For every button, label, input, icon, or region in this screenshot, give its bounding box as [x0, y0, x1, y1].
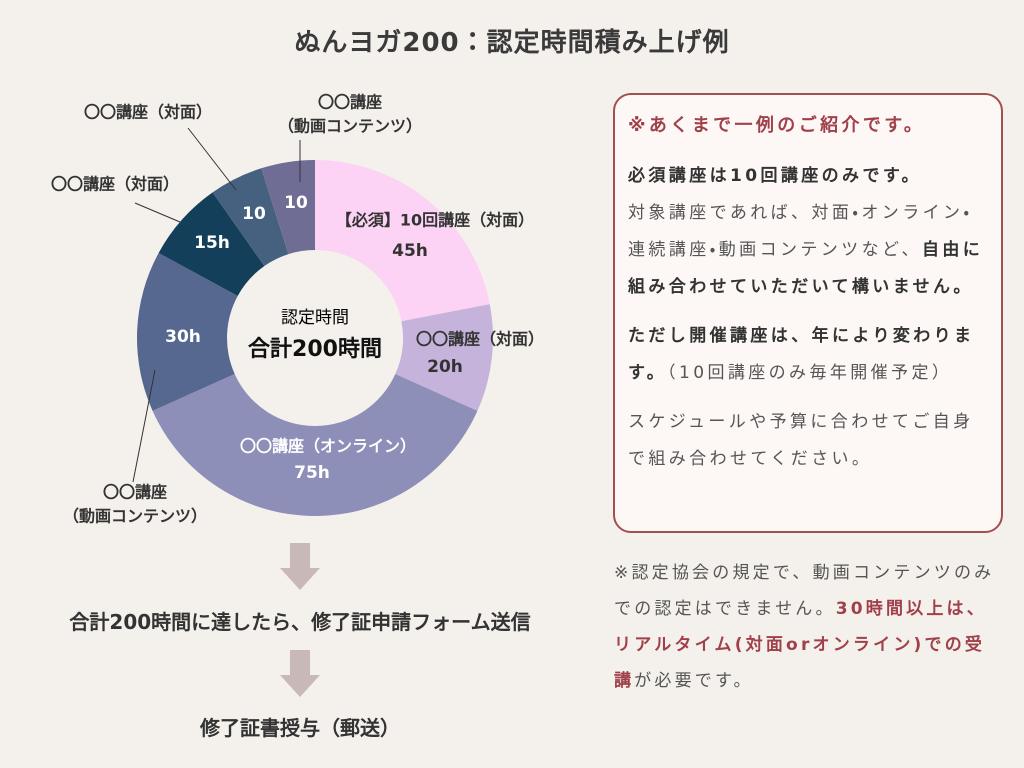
text-run: が必要です。: [634, 671, 754, 691]
notice-paragraph: ただし開催講座は、年により変わります。（10回講座のみ毎年開催予定）: [628, 318, 988, 392]
text-run: ※認定協会の規定で、動画コンテンツのみでの認定はできません。: [614, 563, 995, 619]
donut-segment: [212, 168, 289, 267]
flow-step: 修了証書授与（郵送）: [200, 716, 400, 740]
text-run: スケジュールや予算に合わせてご自身で組み合わせてください。: [628, 412, 974, 469]
flow-step: 合計200時間に達したら、修了証申請フォーム送信: [69, 610, 531, 634]
notice-paragraph: 必須講座は10回講座のみです。: [628, 158, 988, 195]
segment-label: 〇〇講座（オンライン）: [240, 437, 416, 456]
footnote: ※認定協会の規定で、動画コンテンツのみでの認定はできません。30時間以上は、リア…: [614, 555, 1004, 699]
notice-paragraph: スケジュールや予算に合わせてご自身で組み合わせてください。: [628, 404, 988, 478]
donut-segment: [315, 160, 490, 322]
segment-label: 〇〇講座（対面）: [51, 175, 179, 194]
donut-segment: [395, 304, 493, 411]
notice-box: ※あくまで一例のご紹介です。 必須講座は10回講座のみです。対象講座であれば、対…: [613, 93, 1003, 533]
text-run: 対象講座であれば、対面・オンライン・連続講座・動画コンテンツなど、: [628, 203, 973, 260]
donut-segment: [152, 373, 478, 516]
notice-paragraph: 対象講座であれば、対面・オンライン・連続講座・動画コンテンツなど、自由に組み合わ…: [628, 195, 988, 306]
notice-body: 必須講座は10回講座のみです。対象講座であれば、対面・オンライン・連続講座・動画…: [628, 158, 988, 478]
arrow: [280, 543, 320, 590]
value-label: 30h: [165, 327, 201, 347]
donut-segment: [136, 252, 238, 411]
text-run: 30時間以上は、リアルタイム(対面orオンライン)での受講: [614, 599, 987, 691]
donut-segment: [261, 160, 315, 255]
page-title: ぬんヨガ200：認定時間積み上げ例: [294, 28, 730, 58]
segment-label: 〇〇講座: [103, 483, 167, 502]
segment-label: 〇〇講座: [318, 93, 382, 112]
arrow: [280, 650, 320, 697]
text-run: ただし開催講座は、年により変わります。: [628, 326, 975, 383]
notice-heading: ※あくまで一例のご紹介です。: [628, 115, 926, 136]
value-label: 75h: [294, 463, 330, 483]
center-label: 認定時間: [281, 308, 349, 328]
text-run: （10回講座のみ毎年開催予定）: [667, 363, 953, 383]
text-run: 必須講座は10回講座のみです。: [628, 166, 922, 186]
segment-label: 〇〇講座（対面）: [416, 330, 544, 349]
value-label: 20h: [427, 357, 463, 377]
value-label: 45h: [392, 241, 428, 261]
center-total: 合計200時間: [248, 336, 382, 362]
value-label: 15h: [194, 233, 230, 253]
leader-line: [187, 127, 237, 191]
segment-label: 【必須】10回講座（対面）: [336, 211, 534, 230]
segment-label: （動画コンテンツ）: [278, 117, 422, 136]
text-run: 自由に組み合わせていただいて構いません。: [628, 240, 984, 297]
segment-label: （動画コンテンツ）: [63, 507, 207, 526]
segment-label: 〇〇講座（対面）: [84, 103, 212, 122]
value-label: 10: [242, 204, 266, 224]
donut-segment: [158, 192, 265, 296]
leader-line: [134, 202, 181, 223]
leader-line: [132, 369, 156, 483]
value-label: 10: [284, 193, 308, 213]
